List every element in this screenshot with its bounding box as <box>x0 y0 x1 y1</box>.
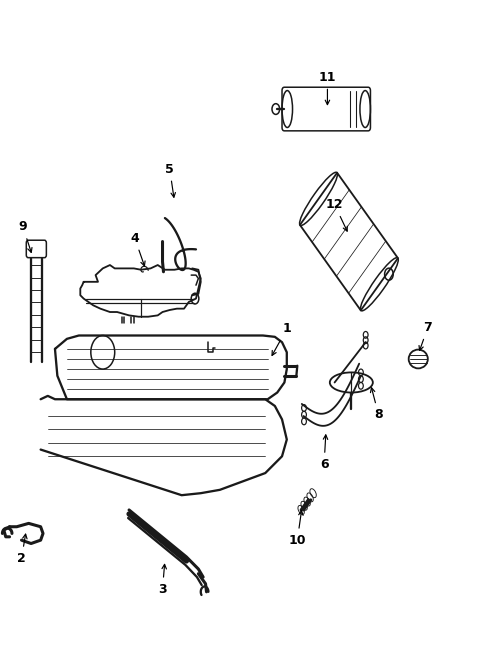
FancyBboxPatch shape <box>282 87 370 131</box>
Text: 4: 4 <box>130 231 145 266</box>
Text: 2: 2 <box>17 534 27 565</box>
FancyBboxPatch shape <box>26 240 46 258</box>
Text: 10: 10 <box>289 511 306 547</box>
Text: 5: 5 <box>165 162 175 197</box>
Text: 3: 3 <box>158 564 167 596</box>
Text: 11: 11 <box>319 70 336 105</box>
Text: 12: 12 <box>326 198 348 231</box>
Text: 7: 7 <box>419 321 432 350</box>
Text: 1: 1 <box>272 322 291 356</box>
Text: 6: 6 <box>320 435 328 471</box>
Text: 8: 8 <box>370 388 383 421</box>
Text: 9: 9 <box>19 220 32 252</box>
